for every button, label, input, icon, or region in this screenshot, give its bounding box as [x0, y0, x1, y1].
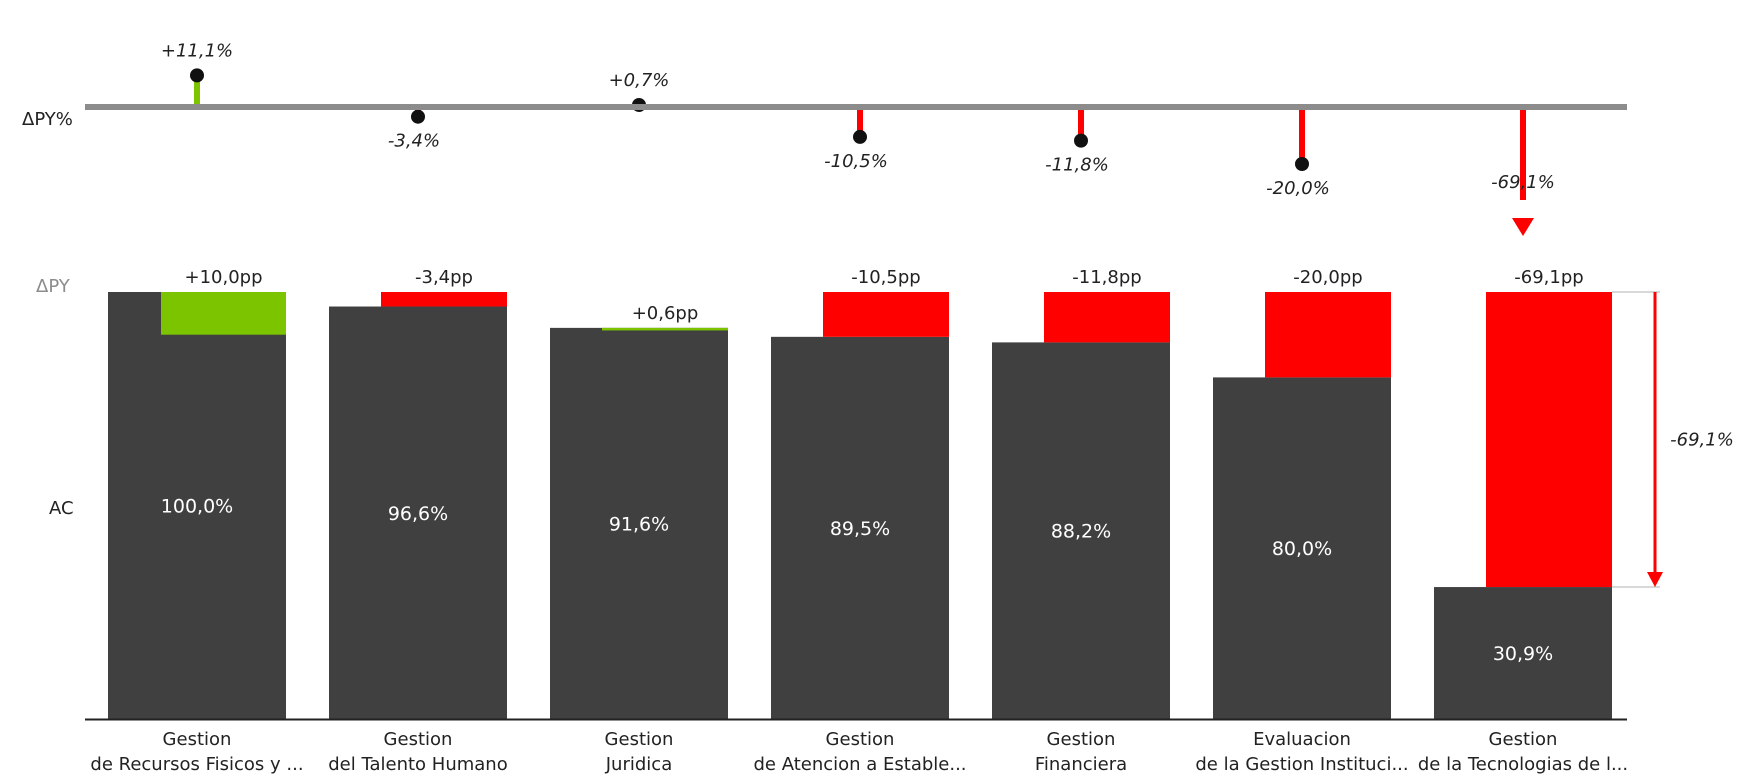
delta-pct-dot-1: [190, 68, 204, 83]
category-label-line2-4: de Atencion a Estable...: [753, 754, 966, 775]
side-annotation: -69,1%: [1612, 291, 1734, 588]
delta-value-label-1: +10,0pp: [184, 267, 262, 288]
delta-pct-stem-7: [1520, 107, 1526, 200]
category-label-line1-6: Evaluacion: [1253, 729, 1351, 750]
delta-value-label-3: +0,6pp: [632, 303, 699, 324]
ac-bar-5: [992, 342, 1170, 719]
ac-value-label-6: 80,0%: [1272, 538, 1332, 560]
delta-pct-label-6: -20,0%: [1266, 178, 1330, 199]
delta-bar-3: [602, 327, 728, 331]
delta-bar-5: [1044, 292, 1170, 343]
delta-pct-arrow-7: [1512, 218, 1534, 236]
ac-bar-2: [329, 306, 507, 719]
category-label-line2-2: del Talento Humano: [328, 754, 507, 775]
side-arrow-stem: [1653, 292, 1657, 574]
category-label-line1-3: Gestion: [605, 729, 674, 750]
delta-pct-label-1: +11,1%: [161, 40, 233, 61]
side-annotation-label: -69,1%: [1670, 430, 1734, 451]
category-label-line2-1: de Recursos Fisicos y ...: [90, 754, 303, 775]
delta-bar-2: [381, 292, 507, 307]
delta-value-label-7: -69,1pp: [1514, 267, 1583, 288]
category-label-line1-7: Gestion: [1489, 729, 1558, 750]
ac-value-label-7: 30,9%: [1493, 643, 1553, 665]
delta-pct-dot-2: [411, 109, 425, 124]
delta-bar-1: [161, 292, 286, 335]
category-label-line2-5: Financiera: [1035, 754, 1127, 775]
delta-pct-dot-4: [853, 129, 867, 144]
delta-bar-4: [823, 292, 949, 337]
delta-pct-label-2: -3,4%: [388, 131, 440, 152]
delta-pct-dot-5: [1074, 133, 1088, 148]
delta-pct-stem-4: [857, 107, 863, 137]
delta-pct-dot-6: [1295, 157, 1309, 171]
category-label-line1-1: Gestion: [163, 729, 232, 750]
category-label-line2-3: Juridica: [605, 754, 672, 775]
category-label-line1-2: Gestion: [384, 729, 453, 750]
row-labels: ΔPY% ΔPY AC: [22, 109, 74, 519]
delta-bar-7: [1486, 292, 1612, 588]
delta-value-label-2: -3,4pp: [415, 267, 473, 288]
delta-pct-stem-5: [1078, 107, 1084, 141]
delta-pct-label-4: -10,5%: [824, 151, 888, 172]
category-label-line2-7: de la Tecnologias de l...: [1418, 754, 1628, 775]
ac-value-label-5: 88,2%: [1051, 521, 1111, 543]
delta-pct-reference-line: [85, 104, 1627, 110]
delta-pct-label-7: -69,1%: [1491, 172, 1555, 193]
category-label-line1-4: Gestion: [826, 729, 895, 750]
category-axis: Gestion de Recursos Fisicos y ... Gestion d…: [85, 718, 1628, 775]
ac-bar-7: [1434, 587, 1612, 719]
side-arrow-head: [1647, 572, 1663, 588]
delta-pct-label-3: +0,7%: [609, 70, 670, 91]
ac-value-label-3: 91,6%: [609, 513, 669, 535]
category-label-line2-6: de la Gestion Instituci...: [1195, 754, 1408, 775]
row-label-delta: ΔPY: [36, 276, 71, 297]
row-label-actual: AC: [49, 498, 74, 519]
ac-bar-1: [108, 292, 286, 719]
delta-pct-stem-1: [194, 75, 200, 107]
delta-value-label-4: -10,5pp: [851, 267, 920, 288]
category-label-line1-5: Gestion: [1047, 729, 1116, 750]
row-label-delta-pct: ΔPY%: [22, 109, 73, 130]
delta-value-label-5: -11,8pp: [1072, 267, 1141, 288]
ac-value-label-1: 100,0%: [161, 496, 233, 518]
delta-value-label-6: -20,0pp: [1293, 267, 1362, 288]
delta-pct-stem-6: [1299, 107, 1305, 164]
delta-pct-label-5: -11,8%: [1045, 155, 1109, 176]
delta-pct-pins: +11,1% -3,4% +0,7% -10,5% -11,8% -20,0% -69,1%: [85, 40, 1627, 236]
bars: 100,0% +10,0pp 96,6% -3,4pp 91,6% +0,6pp 89,5%…: [108, 267, 1612, 719]
ac-value-label-4: 89,5%: [830, 518, 890, 540]
ac-value-label-2: 96,6%: [388, 503, 448, 525]
ac-bar-4: [771, 336, 949, 719]
delta-bar-6: [1265, 292, 1391, 378]
ac-bar-6: [1213, 377, 1391, 719]
ac-bar-3: [550, 327, 728, 719]
